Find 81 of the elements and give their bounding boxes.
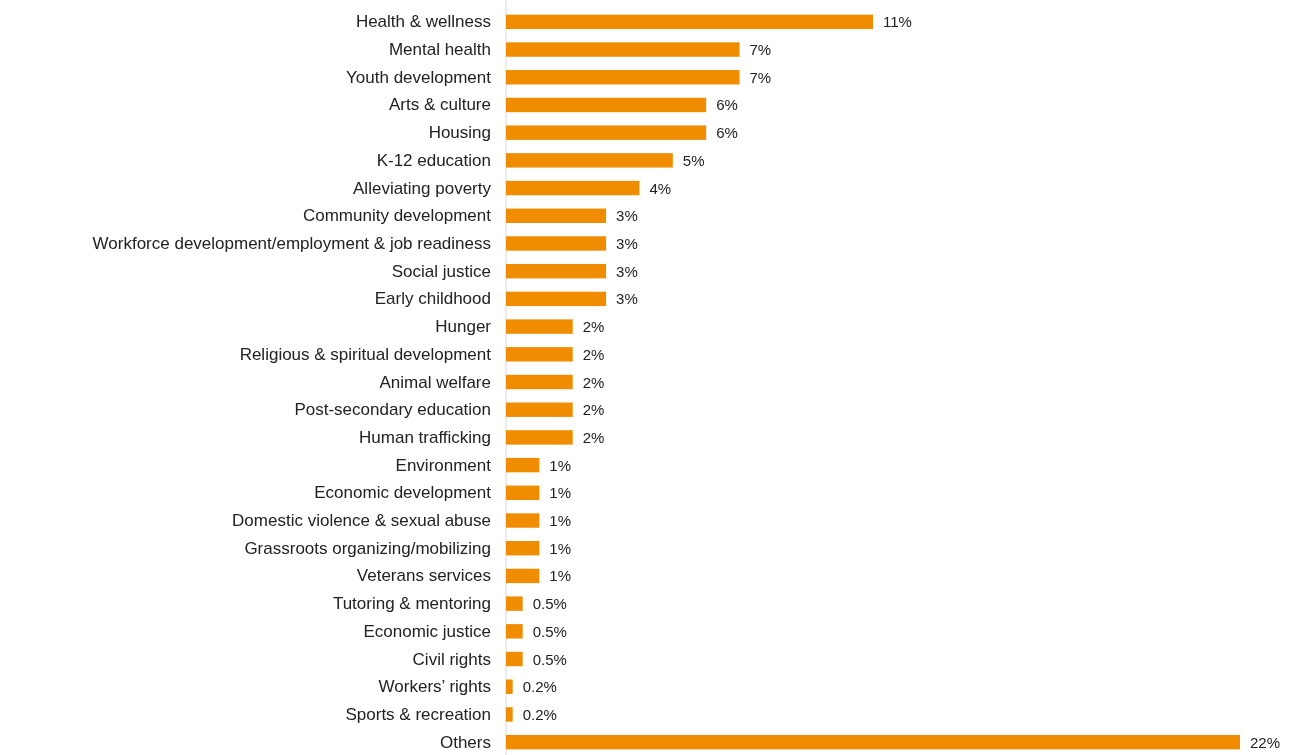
y-tick-label: Domestic violence & sexual abuse bbox=[232, 511, 491, 531]
y-tick-label: Sports & recreation bbox=[345, 704, 491, 724]
bar bbox=[506, 457, 540, 473]
bar bbox=[506, 319, 573, 334]
y-tick-label: Workers’ rights bbox=[378, 677, 491, 697]
y-tick-label: Grassroots organizing/mobilizing bbox=[244, 538, 491, 558]
data-label: 1% bbox=[549, 567, 572, 585]
y-tick-label: Environment bbox=[395, 455, 492, 475]
bar bbox=[506, 153, 673, 168]
bar bbox=[506, 651, 523, 667]
data-label: 6% bbox=[716, 96, 738, 114]
data-label: 11% bbox=[883, 13, 912, 31]
bar bbox=[506, 291, 607, 307]
y-tick-label: Animal welfare bbox=[379, 372, 491, 392]
data-label: 0.2% bbox=[522, 705, 557, 723]
y-tick-label: Religious & spiritual development bbox=[239, 344, 492, 364]
data-label: 2% bbox=[582, 318, 605, 336]
data-label: 1% bbox=[549, 512, 572, 530]
data-label: 0.5% bbox=[532, 650, 567, 668]
data-label: 3% bbox=[616, 262, 638, 280]
y-tick-label: Health & wellness bbox=[355, 12, 491, 32]
data-label: 4% bbox=[649, 179, 672, 197]
data-label: 5% bbox=[682, 151, 705, 169]
y-tick-label: K-12 education bbox=[376, 150, 491, 170]
bar bbox=[506, 180, 640, 196]
data-label: 6% bbox=[716, 124, 738, 142]
bar bbox=[506, 97, 707, 113]
data-label: 0.2% bbox=[522, 678, 557, 696]
data-label: 2% bbox=[582, 401, 605, 419]
y-tick-label: Workforce development/employment & job readiness bbox=[92, 233, 491, 253]
bar bbox=[506, 263, 607, 279]
bar bbox=[506, 14, 873, 30]
bar bbox=[506, 485, 540, 501]
y-tick-label: Human trafficking bbox=[359, 427, 491, 447]
bar bbox=[506, 208, 607, 223]
bar bbox=[506, 236, 607, 251]
y-tick-label: Economic development bbox=[314, 483, 492, 503]
data-label: 7% bbox=[749, 68, 772, 86]
y-tick-label: Civil rights bbox=[412, 649, 491, 669]
data-label: 3% bbox=[616, 207, 638, 225]
data-label: 2% bbox=[582, 345, 605, 363]
y-tick-label: Arts & culture bbox=[388, 95, 491, 115]
data-label: 2% bbox=[582, 428, 605, 446]
y-tick-label: Alleviating poverty bbox=[353, 178, 492, 198]
y-tick-label: Housing bbox=[428, 123, 491, 143]
y-tick-label: Others bbox=[439, 732, 491, 752]
data-label: 3% bbox=[616, 234, 638, 252]
bar bbox=[506, 679, 513, 694]
bar bbox=[506, 568, 540, 584]
y-tick-label: Social justice bbox=[391, 261, 491, 281]
data-label: 0.5% bbox=[532, 622, 567, 640]
bar bbox=[506, 347, 573, 362]
data-label: 7% bbox=[749, 41, 772, 59]
y-tick-label: Veterans services bbox=[356, 566, 491, 586]
bar bbox=[506, 513, 540, 528]
y-tick-label: Post-secondary education bbox=[294, 400, 491, 420]
bar bbox=[506, 70, 740, 85]
data-label: 1% bbox=[549, 539, 572, 557]
bar bbox=[506, 707, 513, 722]
bar bbox=[506, 596, 523, 611]
data-label: 3% bbox=[616, 290, 638, 308]
data-label: 0.5% bbox=[532, 595, 567, 613]
y-tick-label: Tutoring & mentoring bbox=[332, 594, 491, 614]
y-tick-label: Early childhood bbox=[374, 289, 491, 309]
bar bbox=[506, 541, 540, 556]
data-label: 2% bbox=[582, 373, 605, 391]
y-tick-label: Mental health bbox=[388, 40, 491, 60]
bar bbox=[506, 374, 573, 390]
bar bbox=[506, 42, 740, 57]
bar bbox=[506, 430, 573, 445]
bar bbox=[506, 402, 573, 417]
data-label: 1% bbox=[549, 456, 572, 474]
bar bbox=[506, 624, 523, 639]
data-label: 1% bbox=[549, 484, 572, 502]
y-tick-label: Youth development bbox=[346, 67, 492, 87]
data-label: 22% bbox=[1250, 733, 1281, 751]
bar bbox=[506, 125, 707, 140]
y-tick-label: Community development bbox=[302, 206, 492, 226]
y-tick-label: Hunger bbox=[435, 317, 492, 337]
bar bbox=[506, 734, 1240, 750]
y-tick-label: Economic justice bbox=[363, 621, 491, 641]
